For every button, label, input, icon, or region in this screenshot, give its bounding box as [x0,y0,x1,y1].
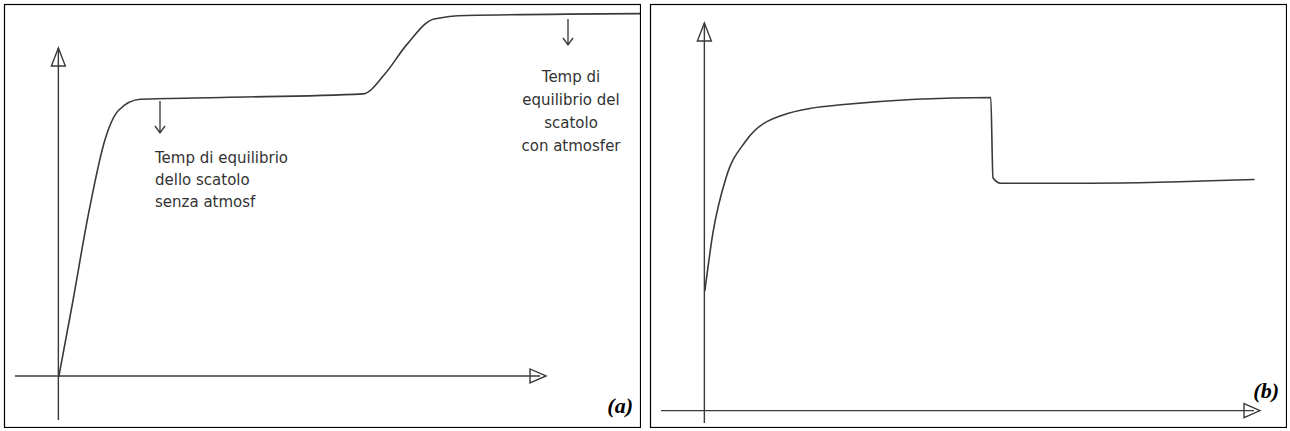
svg-text:Temp di equilibrio: Temp di equilibrio [154,149,288,167]
svg-text:equilibrio del: equilibrio del [522,91,619,109]
svg-text:Temp di: Temp di [541,68,600,86]
svg-text:dello scatolo: dello scatolo [155,171,250,189]
svg-text:con atmosfer: con atmosfer [521,137,621,155]
svg-text:senza atmosf: senza atmosf [155,193,256,211]
svg-text:(b): (b) [1253,378,1279,403]
svg-text:scatolo: scatolo [544,114,598,132]
svg-text:(a): (a) [607,393,633,418]
